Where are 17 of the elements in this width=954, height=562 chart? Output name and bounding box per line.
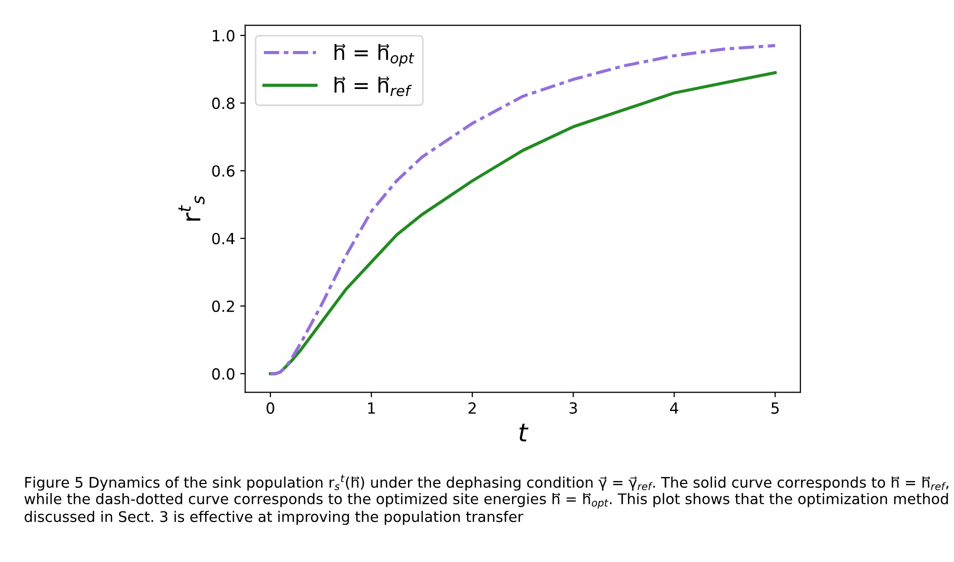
y-tick-label: 1.0 [212, 30, 234, 42]
x-tick-label: 0 [266, 402, 274, 414]
x-tick-label: 3 [570, 402, 577, 414]
text: Figure 5 Dynamics of the sink population r$_{s}$$^{t}$(h⃗) under the dephasing condition γ⃗ = γ⃗$_{ref}$. The solid curve corresponds to h⃗ = h⃗$_{ref}$, while the dash-dotted curve corresponds to the optimized site energies h⃗ = h⃗$_{opt}$. This plot shows that the optimization method discussed in Sect. 3 is effective at improving the population transfer [24, 474, 948, 525]
x-tick-label: 5 [771, 402, 779, 414]
y-tick-label: 0.0 [212, 368, 234, 380]
y-axis-title: r$^{t}$$_{s}$ [178, 196, 205, 221]
y-tick-label: 0.8 [212, 98, 234, 110]
y-tick-label: 0.6 [212, 165, 234, 177]
legend-label: h⃗ = h⃗$_{opt}$ [334, 44, 414, 66]
y-tick-label: 0.4 [212, 232, 235, 244]
y-tick-label: 0.2 [212, 300, 234, 312]
legend-label: h⃗ = h⃗$_{ref}$ [334, 76, 412, 96]
x-axis-title: t [519, 424, 528, 442]
x-tick-label: 2 [468, 402, 476, 414]
x-tick-label: 1 [368, 402, 375, 414]
x-tick-label: 4 [670, 402, 678, 414]
